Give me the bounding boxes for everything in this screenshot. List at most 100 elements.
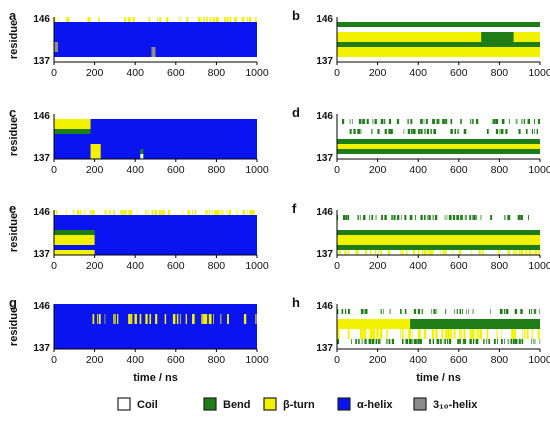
x-tick-label: 400 [409,260,427,272]
stripe [531,129,534,134]
stripe [208,210,211,215]
stripe [358,250,359,255]
stripe [475,339,479,344]
stripe [204,314,208,324]
stripe [379,339,381,344]
legend-label: 3₁₀-helix [433,399,478,411]
y-tick-label: 137 [33,153,50,164]
stripe [127,210,129,215]
legend-swatch [263,397,277,411]
stripe [206,17,208,22]
stripe [413,250,416,255]
stripe [431,329,435,339]
stripe [482,250,484,255]
stripe [407,119,409,124]
stripe [104,314,106,324]
stripe [419,339,422,344]
x-axis-label: time / ns [133,372,178,384]
stripe [353,129,356,134]
stripe [450,329,453,339]
stripe [471,329,475,339]
sparse-segment-bend [337,215,530,220]
stripe [456,309,458,314]
stripe [490,215,493,220]
stripe [191,210,193,215]
stripe [374,250,377,255]
stripe [515,119,517,124]
x-tick-label: 400 [126,354,144,366]
stripe [511,329,514,339]
legend-label: β-turn [283,399,315,411]
sparse-segment-bend [341,119,540,124]
stripe [97,314,98,324]
stripe [349,119,351,124]
stripe [459,250,462,255]
panel-label-e: e [9,201,16,216]
stripe [497,250,499,255]
stripe [384,129,387,134]
stripe [214,210,217,215]
stripe [364,250,367,255]
stripe [432,215,434,220]
stripe [400,329,402,339]
stripe [431,309,432,314]
stripe [351,339,352,344]
stripe [520,250,524,255]
stripe [164,314,167,324]
stripe [517,215,520,220]
stripe [461,309,463,314]
stripe [444,250,447,255]
stripe [470,119,472,124]
stripe [360,129,362,134]
stripe [185,314,187,324]
stripe [472,309,474,314]
segment--turn [90,144,101,159]
stripe [520,215,523,220]
stripe [531,309,533,314]
stripe [194,210,197,215]
stripe [466,309,468,314]
x-tick-label: 800 [491,67,509,79]
stripe [531,329,533,339]
stripe [220,314,222,324]
stripe [364,329,367,339]
stripe [537,119,539,124]
x-tick-label: 600 [167,260,185,272]
legend-swatch [413,397,427,411]
y-tick-label: 137 [316,343,333,354]
stripe [384,119,386,124]
panel-g: g 0 200 400 600 800 1000 146 137 residue time / ns [8,295,269,384]
stripe [120,210,123,215]
sparse-segment-bend [337,339,541,344]
stripe [507,215,511,220]
stripe [417,309,421,314]
y-tick-label: 146 [316,301,333,312]
stripe [521,339,524,344]
stripe [92,314,95,324]
stripe [371,129,373,134]
stripe [409,215,413,220]
stripe [468,309,469,314]
stripe [518,129,521,134]
stripe [521,119,523,124]
stripe [236,210,238,215]
x-tick-label: 600 [167,67,185,79]
stripe [440,339,442,344]
stripe [157,17,158,22]
x-tick-label: 200 [369,260,387,272]
stripe [132,17,135,22]
x-tick-label: 1000 [528,354,550,366]
stripe [192,314,195,324]
stripe [211,210,213,215]
stripe [417,250,420,255]
stripe [380,119,384,124]
stripe [472,215,473,220]
stripe [402,329,404,339]
stripe [388,339,391,344]
stripe [423,329,427,339]
y-tick-label: 146 [33,207,50,218]
x-tick-label: 400 [126,164,144,176]
sparse-segment-bend [349,129,539,134]
stripe [432,339,435,344]
stripe [420,119,423,124]
